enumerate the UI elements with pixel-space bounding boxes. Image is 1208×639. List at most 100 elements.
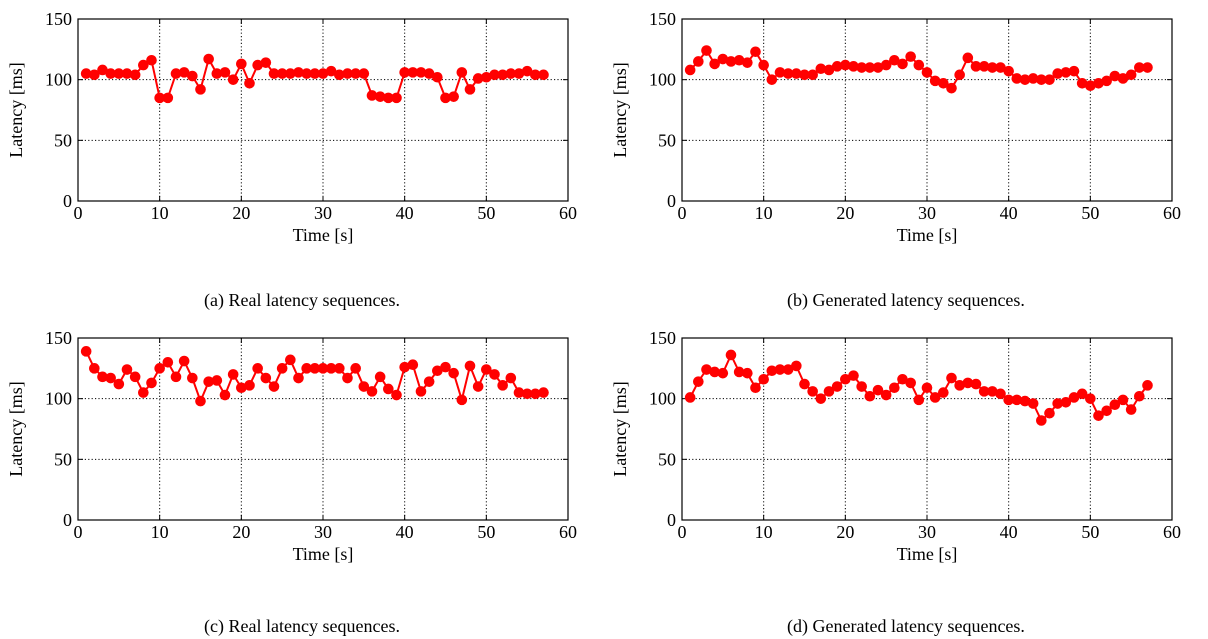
data-point <box>276 68 288 79</box>
data-point <box>946 372 957 384</box>
x-tick-label: 10 <box>151 203 169 223</box>
data-point <box>1052 398 1063 409</box>
chart-d: 0 10 20 30 40 50 60 0 50 100 150 Time [s] Latency [m… <box>610 328 1181 564</box>
data-point <box>897 58 908 70</box>
data-point <box>848 370 859 381</box>
data-point <box>97 371 108 383</box>
data-point <box>938 387 949 398</box>
data-point <box>1003 65 1014 77</box>
data-point <box>178 67 190 78</box>
data-point <box>742 367 753 379</box>
y-tick-label: 100 <box>45 70 72 90</box>
data-point <box>1003 394 1014 406</box>
data-point <box>1052 68 1063 79</box>
data-point <box>921 382 933 394</box>
x-tick-label: 60 <box>1163 522 1181 542</box>
data-point <box>782 364 794 375</box>
data-point <box>1011 73 1023 84</box>
data-point <box>1044 74 1055 85</box>
data-point <box>374 91 386 102</box>
data-point <box>113 68 125 79</box>
data-point <box>1068 65 1080 77</box>
data-point <box>823 386 835 397</box>
y-tick-label: 0 <box>667 191 676 211</box>
data-point <box>301 363 312 374</box>
data-point <box>260 372 272 384</box>
data-point <box>432 365 443 377</box>
data-point <box>954 69 965 81</box>
data-point <box>530 388 541 400</box>
data-point <box>481 364 492 375</box>
data-point <box>880 389 892 401</box>
x-tick-label: 40 <box>1000 522 1018 542</box>
data-point <box>350 363 361 374</box>
data-point <box>530 69 541 81</box>
data-point <box>407 67 419 78</box>
data-point <box>815 63 827 75</box>
data-point <box>799 69 810 81</box>
data-point <box>1125 404 1137 415</box>
data-point <box>1060 397 1072 408</box>
x-tick-label: 50 <box>477 203 495 223</box>
data-point <box>317 363 329 374</box>
data-point <box>766 74 778 85</box>
data-point <box>905 51 916 62</box>
data-point <box>1076 78 1088 89</box>
data-point <box>178 355 190 367</box>
data-point <box>317 68 329 79</box>
data-point <box>774 67 786 78</box>
data-point <box>815 393 827 404</box>
data-point <box>831 61 843 72</box>
x-axis-label: Time [s] <box>897 225 958 245</box>
x-tick-label: 30 <box>314 203 332 223</box>
data-point <box>391 389 402 401</box>
data-point <box>1027 73 1039 84</box>
y-tick-label: 100 <box>649 70 676 90</box>
data-point <box>268 68 280 79</box>
data-point <box>252 59 263 71</box>
x-tick-label: 20 <box>836 203 854 223</box>
data-point <box>521 388 533 400</box>
chart-caption-c: (c) Real latency sequences. <box>204 616 400 636</box>
data-point <box>905 377 916 389</box>
data-point <box>440 92 451 104</box>
data-point <box>701 45 712 56</box>
data-point <box>1085 80 1096 92</box>
data-point <box>334 69 345 81</box>
data-point <box>766 365 778 377</box>
data-point <box>897 373 908 385</box>
data-point <box>807 386 818 397</box>
data-point <box>293 67 304 78</box>
data-point <box>407 359 419 370</box>
data-point <box>970 61 982 72</box>
data-point <box>913 59 925 71</box>
data-point <box>383 383 394 395</box>
data-point <box>1101 75 1112 87</box>
data-point <box>260 57 272 68</box>
data-point <box>170 371 182 383</box>
data-point <box>415 386 427 397</box>
data-point <box>187 372 198 384</box>
data-point <box>301 68 312 79</box>
data-point <box>162 92 174 104</box>
y-axis-label: Latency [ms] <box>6 381 26 476</box>
data-point <box>684 392 696 403</box>
data-point <box>252 363 263 374</box>
data-point <box>1125 69 1137 81</box>
data-point <box>154 92 165 104</box>
data-point <box>358 381 370 392</box>
data-point <box>423 376 435 387</box>
data-point <box>758 59 769 71</box>
y-tick-label: 100 <box>45 389 72 409</box>
data-point <box>293 372 304 384</box>
data-point <box>464 360 476 372</box>
y-axis-label: Latency [ms] <box>610 381 630 476</box>
data-point <box>791 360 802 372</box>
data-point <box>80 346 92 357</box>
data-point <box>725 349 737 361</box>
data-point <box>195 395 206 407</box>
data-point <box>774 364 786 375</box>
x-tick-label: 30 <box>314 522 332 542</box>
y-tick-label: 50 <box>54 449 72 469</box>
x-tick-label: 50 <box>477 522 495 542</box>
